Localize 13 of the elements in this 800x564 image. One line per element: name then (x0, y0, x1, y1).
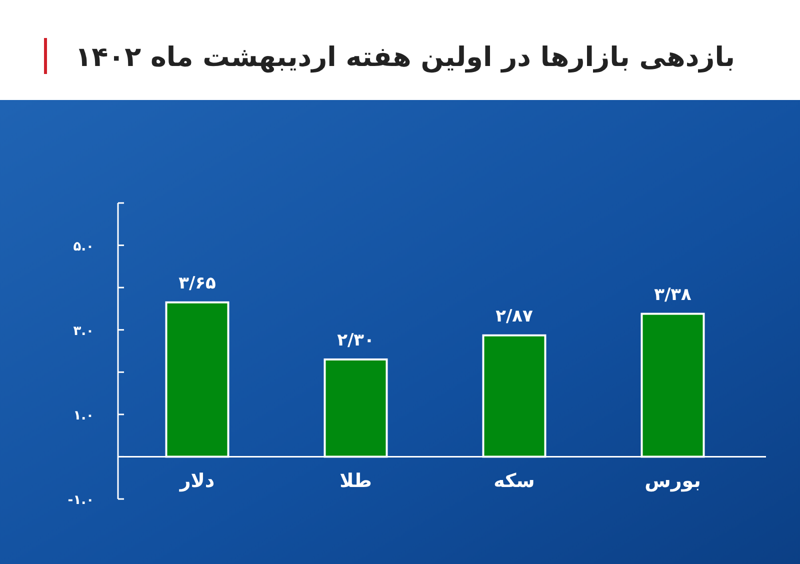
data-label: ۳/۳۸ (654, 284, 692, 305)
x-tick-label: طلا (340, 470, 372, 492)
x-tick-label: بورس (644, 470, 701, 492)
chart-title: بازدهی بازارها در اولین هفته اردیبهشت ماه ۱۴۰۲ (75, 42, 735, 73)
data-label: ۳/۶۵ (178, 273, 216, 294)
x-tick-label: سکه (494, 470, 535, 492)
x-tick-label: دلار (178, 470, 215, 492)
data-label: ۲/۳۰ (337, 330, 374, 350)
y-tick-label: -۱.۰ (68, 493, 94, 508)
y-tick-label: ۱.۰ (73, 408, 94, 424)
data-label: ۲/۸۷ (496, 306, 534, 326)
y-tick-label: ۳.۰ (73, 324, 94, 339)
y-tick-label: ۵.۰ (73, 239, 94, 254)
